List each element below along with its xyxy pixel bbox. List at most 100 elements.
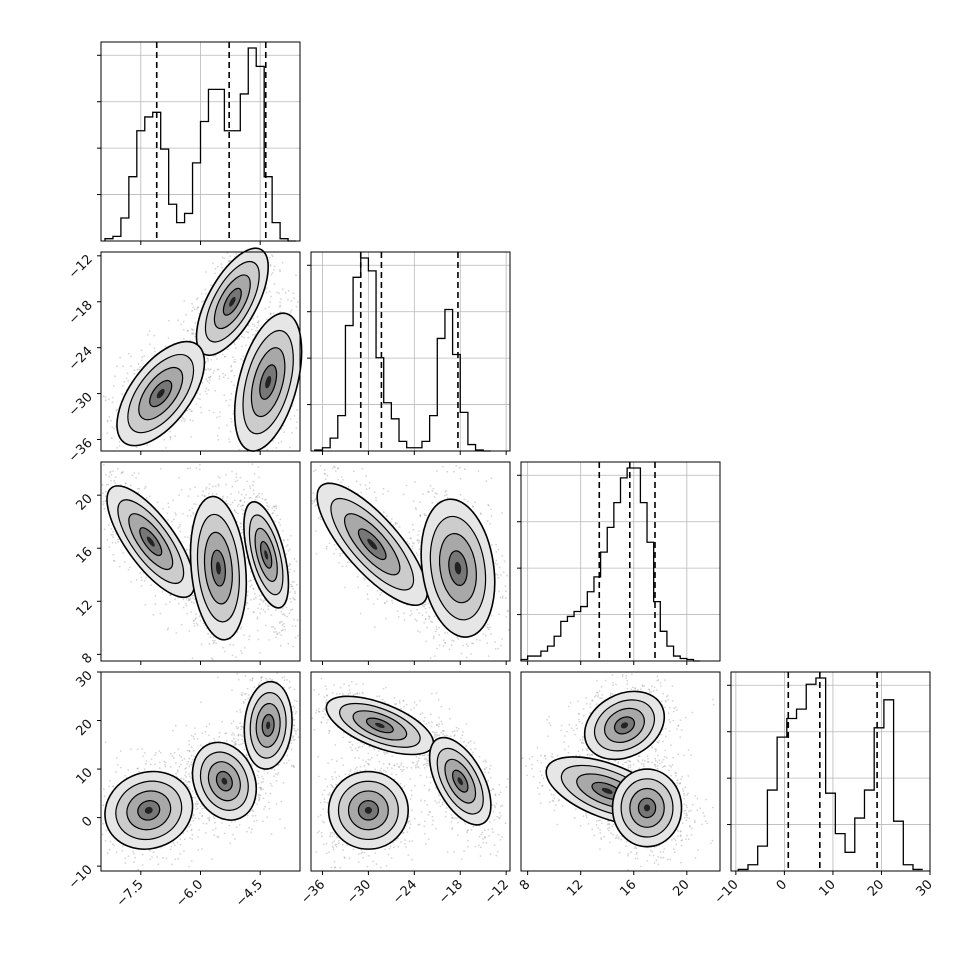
sample-point	[213, 642, 215, 644]
sample-point	[474, 501, 476, 503]
sample-point	[238, 491, 240, 493]
sample-point	[138, 363, 140, 365]
sample-point	[500, 645, 502, 647]
sample-point	[174, 435, 176, 437]
sample-point	[257, 322, 259, 324]
sample-point	[281, 621, 283, 623]
sample-point	[107, 484, 109, 486]
sample-point	[141, 576, 143, 578]
sample-point	[446, 471, 448, 473]
sample-point	[283, 613, 285, 615]
sample-point	[443, 645, 445, 647]
sample-point	[105, 399, 107, 401]
sample-point	[174, 598, 176, 600]
sample-point	[357, 576, 359, 578]
sample-point	[414, 619, 416, 621]
sample-point	[249, 635, 251, 637]
sample-point	[208, 643, 210, 645]
sample-point	[247, 337, 249, 339]
sample-point	[113, 428, 115, 430]
sample-point	[245, 494, 247, 496]
sample-point	[193, 620, 195, 622]
sample-point	[241, 345, 243, 347]
sample-point	[297, 635, 299, 637]
sample-point	[417, 539, 419, 541]
sample-point	[216, 493, 218, 495]
sample-point	[499, 597, 501, 599]
sample-point	[197, 495, 199, 497]
sample-point	[386, 600, 388, 602]
sample-point	[192, 307, 194, 309]
histogram-step	[315, 258, 491, 451]
sample-point	[470, 653, 472, 655]
sample-point	[196, 467, 198, 469]
sample-point	[247, 331, 249, 333]
sample-point	[221, 267, 223, 269]
sample-point	[243, 489, 245, 491]
sample-point	[268, 306, 270, 308]
sample-point	[341, 476, 343, 478]
sample-point	[186, 613, 188, 615]
sample-point	[167, 512, 169, 514]
sample-point	[292, 609, 294, 611]
sample-point	[193, 623, 195, 625]
sample-point	[403, 612, 405, 614]
sample-point	[170, 439, 172, 441]
sample-point	[289, 598, 291, 600]
sample-point	[247, 602, 249, 604]
sample-point	[248, 639, 250, 641]
sample-point	[215, 642, 217, 644]
sample-point	[130, 581, 132, 583]
sample-point	[234, 509, 236, 511]
sample-point	[339, 555, 341, 557]
sample-point	[184, 536, 186, 538]
sample-point	[259, 603, 261, 605]
sample-point	[212, 493, 214, 495]
sample-point	[200, 620, 202, 622]
sample-point	[232, 356, 234, 358]
sample-point	[199, 393, 201, 395]
sample-point	[253, 598, 255, 600]
sample-point	[278, 292, 280, 294]
sample-point	[340, 481, 342, 483]
sample-point	[122, 385, 124, 387]
sample-point	[201, 301, 203, 303]
sample-point	[117, 468, 119, 470]
sample-point	[245, 345, 247, 347]
sample-point	[332, 468, 334, 470]
sample-point	[171, 521, 173, 523]
sample-point	[112, 534, 114, 536]
sample-point	[429, 607, 431, 609]
sample-point	[296, 584, 298, 586]
sample-point	[373, 603, 375, 605]
sample-point	[195, 613, 197, 615]
sample-point	[111, 437, 113, 439]
sample-point	[294, 558, 296, 560]
sample-point	[182, 513, 184, 515]
sample-point	[183, 300, 185, 302]
sample-point	[146, 444, 148, 446]
sample-point	[232, 655, 234, 657]
sample-point	[183, 338, 185, 340]
sample-point	[312, 503, 314, 505]
sample-point	[188, 495, 190, 497]
sample-point	[213, 412, 215, 414]
sample-point	[232, 644, 234, 646]
sample-point	[461, 653, 463, 655]
sample-point	[228, 260, 230, 262]
sample-point	[177, 319, 179, 321]
sample-point	[160, 468, 162, 470]
sample-point	[325, 478, 327, 480]
sample-point	[189, 488, 191, 490]
sample-point	[128, 569, 130, 571]
sample-point	[111, 426, 113, 428]
sample-point	[293, 619, 295, 621]
sample-point	[265, 625, 267, 627]
sample-point	[215, 485, 217, 487]
sample-point	[219, 375, 221, 377]
sample-point	[102, 503, 104, 505]
sample-point	[265, 499, 267, 501]
sample-point	[233, 361, 235, 363]
sample-point	[258, 325, 260, 327]
sample-point	[227, 378, 229, 380]
